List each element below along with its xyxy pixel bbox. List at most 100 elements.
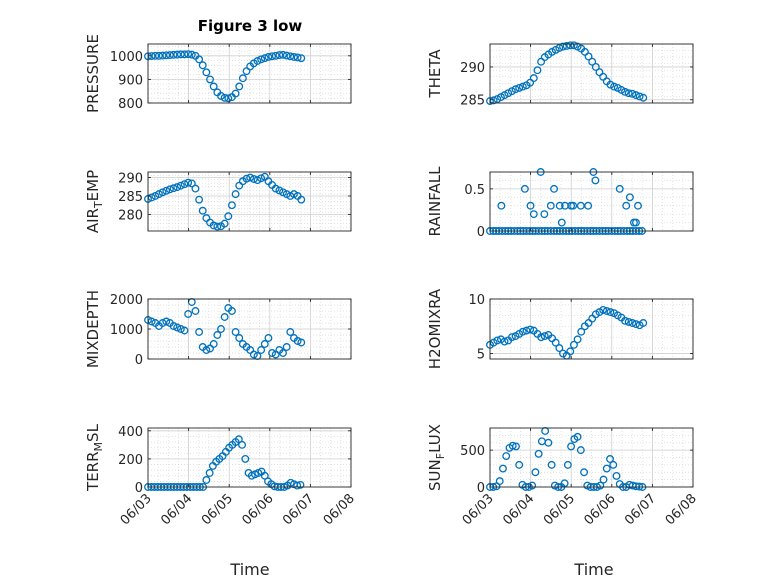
data-point-sun_flux (511, 442, 520, 451)
subplot-rainfall: 0 0.5 RAINFALL (426, 166, 694, 240)
data-point-rainfall (550, 184, 559, 193)
data-point-theta (529, 74, 538, 83)
data-point-pressure (151, 51, 160, 60)
data-point-air_temp (220, 219, 229, 228)
subplot-mixdepth: 0 1000 2000 MIXDEPTH (84, 290, 352, 368)
y-tick-label: 290 (460, 61, 485, 76)
data-points (144, 50, 306, 103)
data-point-mixdepth (217, 325, 225, 333)
data-point-theta (511, 85, 520, 94)
y-tick-label: 280 (118, 208, 143, 223)
data-point-pressure (202, 68, 211, 77)
data-point-pressure (231, 89, 240, 98)
data-points (486, 305, 648, 360)
data-point-h2omixra (624, 317, 633, 326)
data-point-pressure (257, 55, 266, 64)
data-point-pressure (290, 53, 298, 61)
data-point-sun_flux (609, 460, 618, 469)
data-point-h2omixra (606, 308, 615, 317)
data-point-pressure (286, 52, 295, 61)
data-point-mixdepth (297, 338, 306, 347)
data-point-h2omixra (602, 307, 611, 315)
axes-box (489, 171, 694, 232)
y-axis-label-subscript: M (92, 442, 105, 452)
data-point-sun_flux (508, 441, 517, 450)
data-point-mixdepth (158, 319, 167, 327)
data-point-sun_flux (612, 471, 621, 480)
y-axis-label-main: SUN (426, 459, 444, 491)
data-point-terr_msl (234, 435, 243, 444)
data-point-h2omixra (526, 325, 535, 334)
data-point-rainfall (497, 201, 506, 210)
data-point-rainfall (615, 184, 624, 193)
data-point-pressure (268, 52, 277, 61)
data-point-sun_flux (499, 464, 507, 473)
y-tick-label: 5 (477, 348, 485, 363)
data-point-pressure (165, 51, 174, 60)
data-point-theta (569, 41, 578, 50)
data-point-air_temp (180, 180, 189, 189)
data-point-mixdepth (176, 325, 185, 333)
figure-title: Figure 3 low (198, 17, 303, 35)
data-point-theta (632, 91, 640, 100)
data-point-theta (533, 66, 542, 75)
data-point-mixdepth (231, 328, 240, 336)
data-point-pressure (220, 93, 229, 102)
data-point-sun_flux (606, 455, 614, 463)
data-point-mixdepth (279, 349, 287, 357)
y-tick-label: 900 (118, 73, 143, 88)
data-point-sun_flux (531, 468, 540, 477)
data-point-rainfall (576, 201, 585, 210)
y-axis-label: TERRMSL (84, 423, 105, 492)
y-axis-label-subscript: F (434, 453, 447, 459)
data-point-terr_msl (238, 440, 247, 449)
data-point-pressure (162, 51, 171, 60)
data-point-pressure (158, 51, 167, 60)
data-point-mixdepth (213, 331, 222, 339)
y-axis-label-subscript: T (92, 201, 105, 209)
data-point-rainfall (526, 201, 535, 210)
data-point-theta (635, 92, 644, 101)
data-point-rainfall (557, 218, 566, 227)
data-point-h2omixra (573, 335, 582, 344)
data-point-terr_msl (260, 471, 269, 480)
y-tick-label: 285 (118, 190, 143, 205)
data-point-theta (566, 41, 575, 50)
data-point-rainfall (591, 176, 600, 185)
data-point-pressure (264, 53, 273, 61)
data-point-mixdepth (227, 307, 236, 315)
data-point-theta (628, 89, 637, 98)
data-point-rainfall (634, 201, 642, 210)
data-point-mixdepth (293, 337, 302, 345)
data-point-pressure (238, 74, 247, 83)
data-point-theta (562, 42, 571, 50)
data-point-sun_flux (544, 438, 553, 447)
data-point-theta (621, 87, 629, 96)
data-point-h2omixra (577, 327, 586, 336)
subplot-theta: 285 290 THETA (426, 41, 694, 109)
data-point-theta (588, 57, 597, 66)
plot-area (490, 44, 693, 103)
data-points (144, 172, 306, 231)
data-point-air_temp (231, 190, 240, 199)
data-point-air_temp (213, 222, 222, 231)
data-point-h2omixra (500, 337, 509, 346)
data-point-pressure (282, 51, 291, 60)
data-point-h2omixra (599, 305, 608, 314)
data-point-rainfall (622, 201, 631, 210)
y-tick-label: 500 (460, 444, 485, 459)
data-point-sun_flux (495, 477, 504, 486)
data-point-h2omixra (632, 320, 640, 329)
y-tick-label: 2000 (110, 293, 143, 308)
data-point-rainfall (540, 210, 549, 219)
data-point-air_temp (165, 185, 174, 194)
y-tick-label: 0.5 (464, 183, 485, 198)
y-axis-label-rest: SL (84, 423, 102, 442)
data-point-terr_msl (205, 469, 214, 477)
data-point-rainfall (569, 201, 578, 210)
y-tick-label: 1000 (110, 323, 143, 338)
data-point-pressure (173, 50, 182, 59)
data-point-h2omixra (551, 338, 560, 347)
data-point-mixdepth (184, 310, 193, 318)
